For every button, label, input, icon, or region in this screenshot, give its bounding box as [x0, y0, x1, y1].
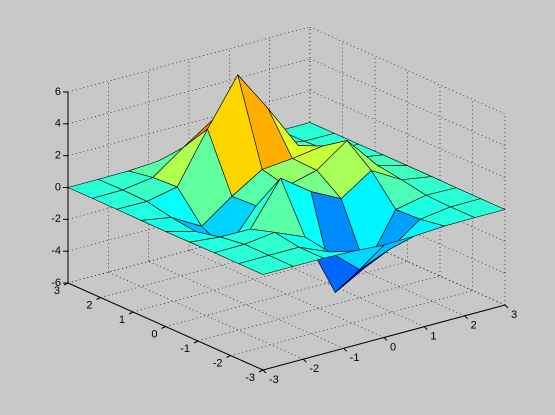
tick-mark — [128, 311, 134, 315]
grid-line — [230, 290, 473, 356]
tick-mark — [504, 304, 509, 309]
tick-mark — [96, 297, 101, 300]
y-tick-label: 3 — [54, 285, 60, 297]
grid-line — [67, 58, 311, 125]
x-tick-label: -1 — [350, 352, 360, 364]
surface-face — [238, 255, 294, 275]
grid-line — [67, 26, 311, 93]
y-tick-label: -3 — [245, 372, 255, 384]
y-tick-label: 2 — [86, 299, 92, 311]
z-tick-label: 4 — [55, 118, 61, 130]
tick-mark — [423, 326, 428, 331]
tick-mark — [262, 369, 267, 374]
grid-line — [197, 275, 441, 342]
y-tick-label: 0 — [151, 328, 157, 340]
z-tick-label: 2 — [55, 150, 61, 162]
x-tick-label: -2 — [309, 363, 319, 375]
z-tick-label: 6 — [55, 86, 61, 98]
z-tick-label: -6 — [51, 277, 61, 289]
tick-mark — [258, 369, 264, 373]
z-tick-label: -4 — [51, 245, 61, 257]
y-tick-label: -2 — [213, 357, 223, 369]
tick-mark — [226, 355, 231, 358]
tick-mark — [161, 326, 166, 329]
x-tick-label: 1 — [430, 331, 436, 343]
x-tick-label: 2 — [471, 320, 477, 332]
z-tick-label: -2 — [51, 213, 61, 225]
tick-mark — [383, 337, 388, 341]
x-tick-label: 3 — [511, 309, 517, 321]
x-tick-label: 0 — [390, 341, 396, 353]
y-tick-label: 1 — [119, 314, 125, 326]
grid-line — [165, 261, 408, 327]
z-tick-label: 0 — [55, 181, 61, 193]
grid-line — [67, 90, 311, 156]
tick-mark — [302, 358, 307, 363]
tick-mark — [464, 315, 469, 320]
y-tick-label: -1 — [180, 343, 190, 355]
x-tick-label: -3 — [269, 374, 279, 386]
tick-mark — [193, 340, 199, 344]
tick-mark — [343, 347, 348, 352]
